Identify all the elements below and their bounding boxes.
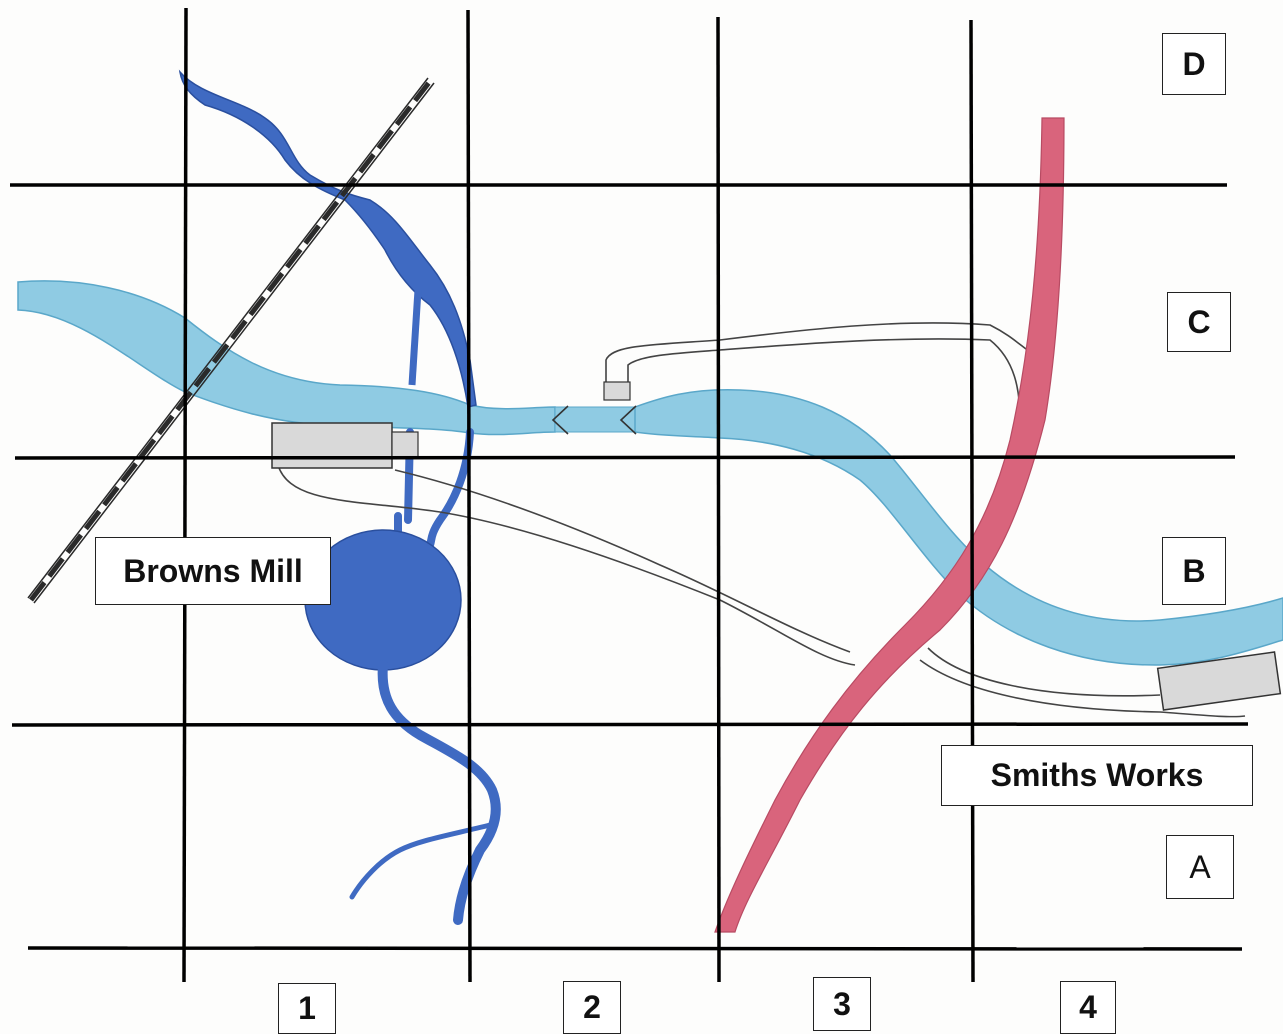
tributary-upper bbox=[178, 69, 477, 408]
row-label-c-text: C bbox=[1187, 303, 1211, 340]
row-label-c: C bbox=[1167, 292, 1231, 352]
row-label-a-text: A bbox=[1189, 848, 1211, 885]
minor-road-north-outer bbox=[605, 322, 1031, 388]
main-river-west bbox=[17, 280, 556, 436]
col-label-4-text: 4 bbox=[1079, 989, 1097, 1025]
grid-h2 bbox=[14, 455, 1236, 460]
footbridge bbox=[551, 405, 637, 435]
col-label-3: 3 bbox=[813, 977, 871, 1031]
footbridge-right-arrow bbox=[619, 405, 637, 435]
col-label-2-text: 2 bbox=[583, 989, 601, 1025]
footbridge-left-arrow bbox=[551, 405, 569, 435]
tributary-river bbox=[178, 69, 501, 925]
minor-road-east-inner bbox=[927, 647, 1161, 697]
railway-rail-b bbox=[33, 82, 435, 604]
col-label-1-text: 1 bbox=[298, 990, 316, 1026]
railway-sleepers bbox=[29, 78, 433, 602]
tributary-outflow bbox=[377, 660, 501, 925]
row-label-d-text: D bbox=[1182, 45, 1206, 82]
col-label-4: 4 bbox=[1060, 981, 1116, 1034]
minor-road bbox=[277, 322, 1246, 718]
main-river-east bbox=[634, 388, 1283, 666]
row-label-d: D bbox=[1162, 33, 1226, 95]
col-label-3-text: 3 bbox=[833, 985, 851, 1022]
row-label-a: A bbox=[1166, 835, 1234, 899]
grid-h4 bbox=[27, 946, 1243, 951]
grid-v3 bbox=[716, 16, 721, 983]
main-river bbox=[17, 280, 1283, 666]
col-label-2: 2 bbox=[563, 981, 621, 1034]
tributary-fork bbox=[349, 822, 493, 900]
railway-line bbox=[27, 77, 435, 604]
main-road bbox=[714, 117, 1065, 933]
row-label-b: B bbox=[1162, 537, 1226, 605]
col-label-1: 1 bbox=[278, 983, 336, 1034]
minor-road-outer bbox=[277, 464, 856, 666]
main-river-channel bbox=[554, 406, 636, 433]
row-label-b-text: B bbox=[1182, 552, 1206, 589]
grid-v1 bbox=[182, 7, 188, 983]
smiths-works-building bbox=[1156, 651, 1282, 711]
small-building bbox=[603, 381, 631, 401]
smiths-works-label: Smiths Works bbox=[941, 745, 1253, 806]
smiths-works-text: Smiths Works bbox=[990, 757, 1204, 793]
minor-road-east-outer bbox=[919, 659, 1246, 718]
browns-mill-text: Browns Mill bbox=[123, 552, 303, 589]
grid-h3 bbox=[11, 722, 1249, 727]
browns-mill-label: Browns Mill bbox=[95, 537, 331, 605]
grid-v2 bbox=[466, 9, 472, 983]
minor-road-inner bbox=[394, 469, 851, 653]
tributary-branch bbox=[408, 289, 422, 386]
railway-rail-a bbox=[27, 77, 429, 599]
browns-mill-building bbox=[271, 422, 393, 469]
grid-v4 bbox=[969, 19, 975, 983]
mill-annex bbox=[391, 431, 419, 459]
grid bbox=[10, 7, 1249, 983]
